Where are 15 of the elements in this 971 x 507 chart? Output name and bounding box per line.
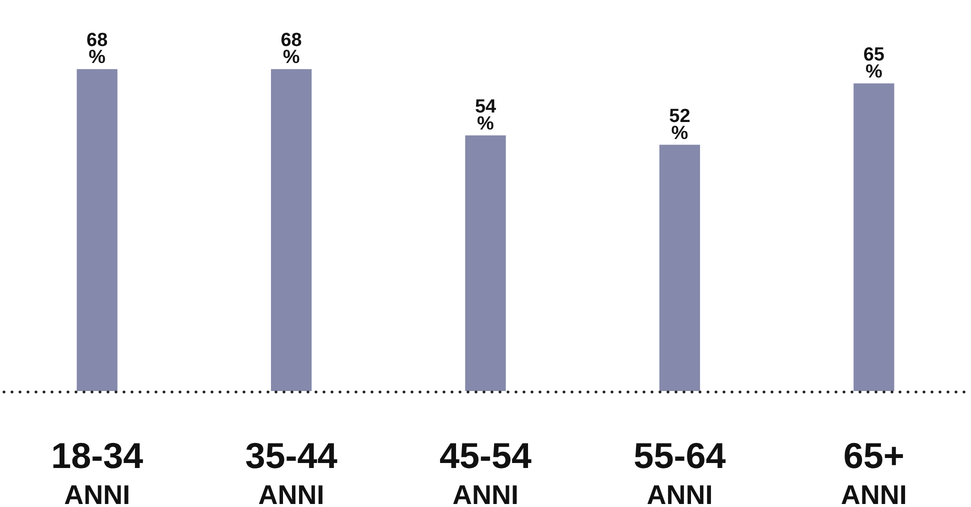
data-label: 65 % bbox=[863, 44, 885, 82]
x-tick-label: 65+ ANNI bbox=[840, 435, 907, 507]
x-tick-label: 35-44 ANNI bbox=[245, 435, 338, 507]
data-label: 68 % bbox=[280, 30, 302, 68]
data-label: 52 % bbox=[669, 106, 690, 144]
x-tick-label: 55-64 ANNI bbox=[634, 435, 726, 507]
data-label: 68 % bbox=[86, 30, 108, 68]
bar bbox=[854, 83, 894, 391]
bar bbox=[659, 144, 700, 391]
bar bbox=[76, 69, 118, 391]
x-tick-label: 18-34 ANNI bbox=[51, 435, 144, 507]
bar bbox=[465, 135, 506, 391]
data-label: 54 % bbox=[474, 96, 496, 134]
x-tick-label: 45-54 ANNI bbox=[439, 435, 532, 507]
bar bbox=[270, 69, 312, 391]
